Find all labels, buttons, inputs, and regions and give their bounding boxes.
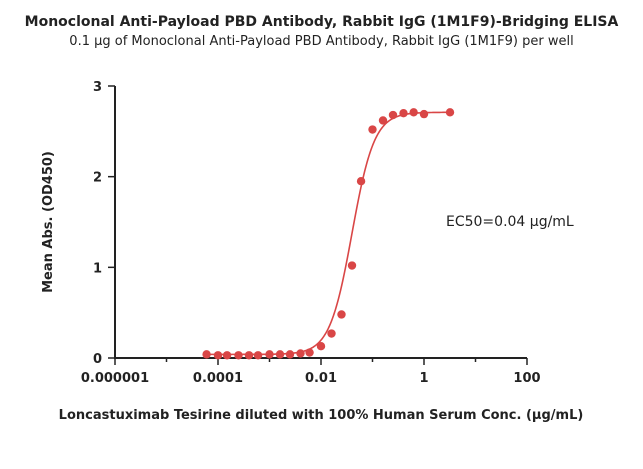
data-point bbox=[305, 348, 314, 357]
y-tick-label: 1 bbox=[93, 261, 102, 276]
chart-subtitle: 0.1 µg of Monoclonal Anti-Payload PBD An… bbox=[69, 34, 574, 49]
data-point bbox=[202, 350, 211, 359]
data-point bbox=[234, 351, 243, 360]
chart-title: Monoclonal Anti-Payload PBD Antibody, Ra… bbox=[24, 14, 619, 30]
data-point bbox=[409, 108, 418, 117]
x-tick-label: 1 bbox=[419, 371, 428, 386]
data-point bbox=[368, 125, 377, 134]
data-point bbox=[419, 109, 429, 119]
y-ticks: 0 1 2 3 bbox=[93, 80, 115, 367]
x-axis-label: Loncastuximab Tesirine diluted with 100%… bbox=[59, 408, 584, 423]
data-point bbox=[244, 351, 254, 360]
fit-curve bbox=[206, 111, 451, 356]
x-tick-label: 0.01 bbox=[305, 371, 337, 386]
y-tick-label: 2 bbox=[93, 171, 102, 186]
data-point bbox=[213, 351, 223, 360]
data-point bbox=[445, 108, 455, 117]
data-point bbox=[399, 109, 408, 118]
x-tick-label: 0.000001 bbox=[81, 371, 149, 386]
data-point bbox=[388, 110, 398, 120]
data-point bbox=[222, 351, 232, 360]
data-point bbox=[327, 329, 336, 338]
y-tick-label: 0 bbox=[93, 352, 102, 367]
y-axis-label: Mean Abs. (OD450) bbox=[41, 151, 56, 293]
data-point bbox=[265, 350, 274, 359]
data-point bbox=[253, 351, 263, 360]
x-tick-label: 0.0001 bbox=[193, 371, 243, 386]
y-tick-label: 3 bbox=[93, 80, 102, 95]
data-point bbox=[296, 349, 305, 358]
data-point bbox=[378, 116, 388, 125]
x-ticks: 0.000001 0.0001 0.01 1 100 bbox=[81, 358, 541, 386]
data-points bbox=[202, 108, 455, 360]
ec50-annotation: EC50=0.04 µg/mL bbox=[446, 214, 574, 230]
data-point bbox=[347, 261, 357, 270]
x-tick-label: 100 bbox=[513, 371, 540, 386]
data-point bbox=[356, 177, 366, 186]
data-point bbox=[285, 350, 295, 359]
data-point bbox=[275, 350, 285, 359]
data-point bbox=[337, 310, 346, 319]
data-point bbox=[316, 342, 326, 351]
